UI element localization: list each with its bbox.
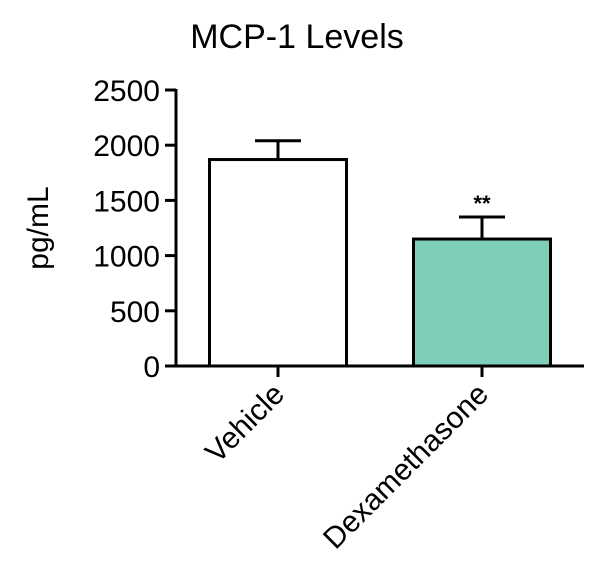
y-axis-ticks: 0 500 1000 1500 2000 2500 <box>93 75 176 384</box>
x-tick-label: Vehicle <box>199 378 291 470</box>
y-tick-label: 500 <box>110 296 160 329</box>
significance-marker: ** <box>473 191 491 216</box>
bar-dexamethasone <box>412 237 552 368</box>
y-tick-label: 0 <box>143 351 160 384</box>
chart-title: MCP-1 Levels <box>190 18 404 56</box>
y-tick-label: 1000 <box>93 241 160 274</box>
x-axis-tick-labels: Vehicle Dexamethasone <box>199 366 495 555</box>
y-tick-label: 2000 <box>93 130 160 163</box>
error-bars <box>255 139 505 240</box>
x-tick-label: Dexamethasone <box>317 378 495 556</box>
y-tick-label: 1500 <box>93 185 160 218</box>
bars <box>208 158 552 368</box>
bar-vehicle <box>208 158 348 368</box>
y-tick-label: 2500 <box>93 75 160 108</box>
y-axis-label: pg/mL <box>22 186 55 269</box>
significance-annotations: ** <box>473 191 491 216</box>
